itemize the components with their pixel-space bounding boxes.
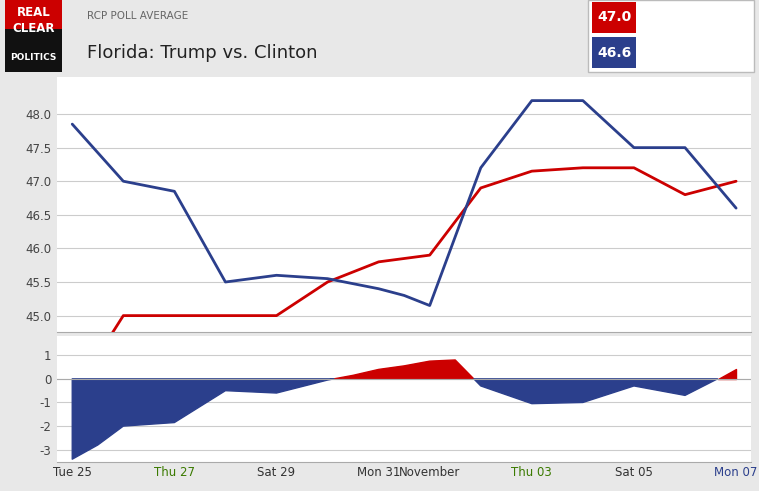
- Text: 47.0: 47.0: [597, 10, 631, 24]
- FancyBboxPatch shape: [5, 29, 62, 72]
- FancyBboxPatch shape: [592, 1, 636, 33]
- Text: RCP POLL AVERAGE: RCP POLL AVERAGE: [87, 11, 188, 22]
- FancyBboxPatch shape: [5, 0, 62, 29]
- Text: 46.6: 46.6: [597, 46, 631, 60]
- FancyBboxPatch shape: [588, 0, 754, 72]
- Text: REAL: REAL: [17, 6, 51, 19]
- Text: Florida: Trump vs. Clinton: Florida: Trump vs. Clinton: [87, 44, 318, 62]
- Text: +0.4: +0.4: [701, 11, 734, 24]
- Text: POLITICS: POLITICS: [11, 53, 57, 62]
- Text: Clinton (D): Clinton (D): [641, 47, 713, 59]
- Text: CLEAR: CLEAR: [13, 22, 55, 34]
- FancyBboxPatch shape: [592, 37, 636, 68]
- Text: Trump (R): Trump (R): [641, 11, 707, 24]
